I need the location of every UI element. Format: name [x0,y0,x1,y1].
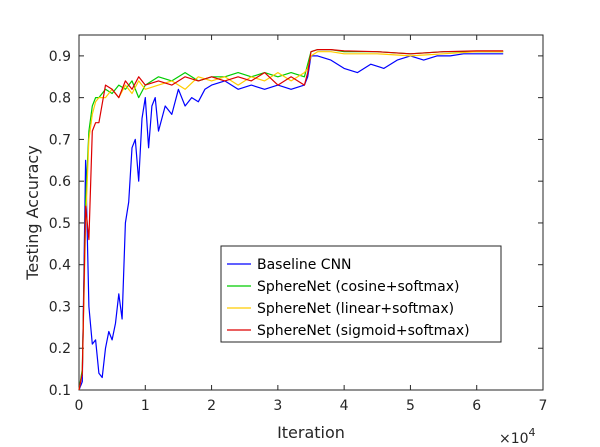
y-tick-label: 0.6 [49,174,71,190]
axis-ticks: 0 1 2 3 4 5 6 7 0.1 0.2 0.3 0.4 0.5 0.6 0.7 0.8 0.9 [49,35,548,414]
y-tick-label: 0.2 [49,341,71,357]
x-tick-label: 6 [472,398,481,414]
legend: Baseline CNN SphereNet (cosine+softmax) … [220,245,502,343]
series-line-sigmoid [78,48,504,391]
y-tick-label: 0.8 [49,91,71,107]
x-axis-label: Iteration [277,423,345,442]
legend-box [220,245,502,343]
x-tick-label: 4 [340,398,349,414]
x-tick-label: 0 [75,398,84,414]
y-axis-label: Testing Accuracy [23,145,42,280]
x-tick-label: 7 [539,398,548,414]
legend-label-sigmoid: SphereNet (sigmoid+softmax) [257,323,470,339]
y-tick-label: 0.7 [49,132,71,148]
series-line-baseline [78,53,504,391]
x-multiplier-base: ×10 [499,431,529,447]
y-tick-label: 0.3 [49,299,71,315]
y-tick-label: 0.9 [49,49,71,65]
y-tick-label: 0.1 [49,383,71,399]
x-multiplier-exponent: 4 [529,426,536,439]
y-tick-label: 0.4 [49,258,71,274]
x-axis-multiplier: ×104 [499,426,536,447]
y-tick-label: 0.5 [49,216,71,232]
data-series [78,48,504,391]
legend-label-cosine: SphereNet (cosine+softmax) [257,279,459,295]
x-tick-label: 1 [141,398,150,414]
x-tick-label: 5 [406,398,415,414]
legend-label-linear: SphereNet (linear+softmax) [257,301,454,317]
x-tick-label: 2 [207,398,216,414]
x-tick-label: 3 [273,398,282,414]
legend-label-baseline: Baseline CNN [257,257,352,273]
